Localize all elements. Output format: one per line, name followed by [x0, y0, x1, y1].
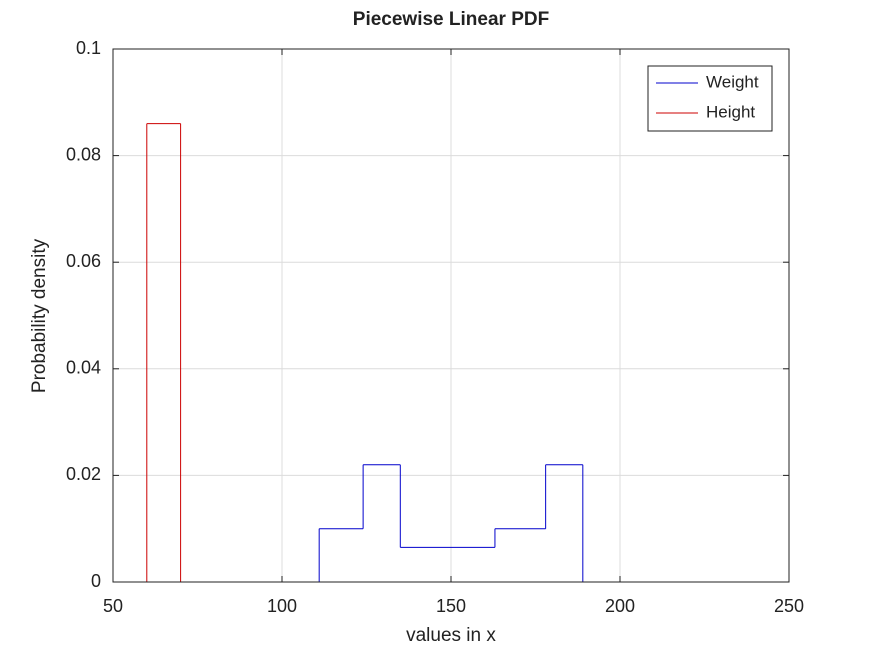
legend-label: Height [706, 102, 755, 121]
y-axis-label: Probability density [29, 238, 50, 393]
legend: Weight Height [647, 65, 773, 132]
y-tick-label: 0.04 [66, 358, 101, 378]
y-tick-label: 0 [91, 571, 101, 591]
y-tick-label: 0.08 [66, 144, 101, 164]
legend-label: Weight [706, 72, 759, 91]
y-tick-label: 0.02 [66, 464, 101, 484]
x-axis-label: values in x [406, 625, 496, 646]
x-tick-label: 200 [605, 596, 635, 616]
y-tick-label: 0.1 [76, 38, 101, 58]
x-tick-label: 100 [267, 596, 297, 616]
chart-title: Piecewise Linear PDF [353, 9, 549, 30]
x-tick-label: 150 [436, 596, 466, 616]
legend-box [647, 65, 773, 132]
x-tick-label: 50 [103, 596, 123, 616]
x-tick-label: 250 [774, 596, 804, 616]
y-tick-label: 0.06 [66, 251, 101, 271]
